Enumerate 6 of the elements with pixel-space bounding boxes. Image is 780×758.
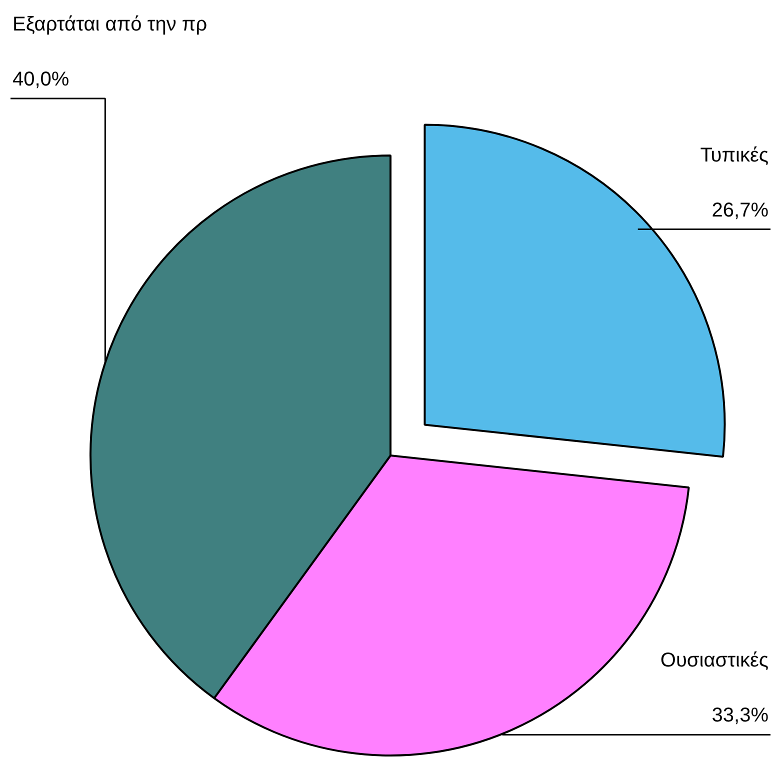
slice-label: Ουσιαστικές	[660, 650, 769, 672]
slice-label: Τυπικές	[700, 144, 769, 166]
data-label: 40,0%	[12, 68, 70, 90]
slice-label: Εξαρτάται από την πρ	[12, 14, 208, 36]
data-label: 26,7%	[712, 199, 769, 222]
data-label: 33,3%	[712, 704, 769, 727]
